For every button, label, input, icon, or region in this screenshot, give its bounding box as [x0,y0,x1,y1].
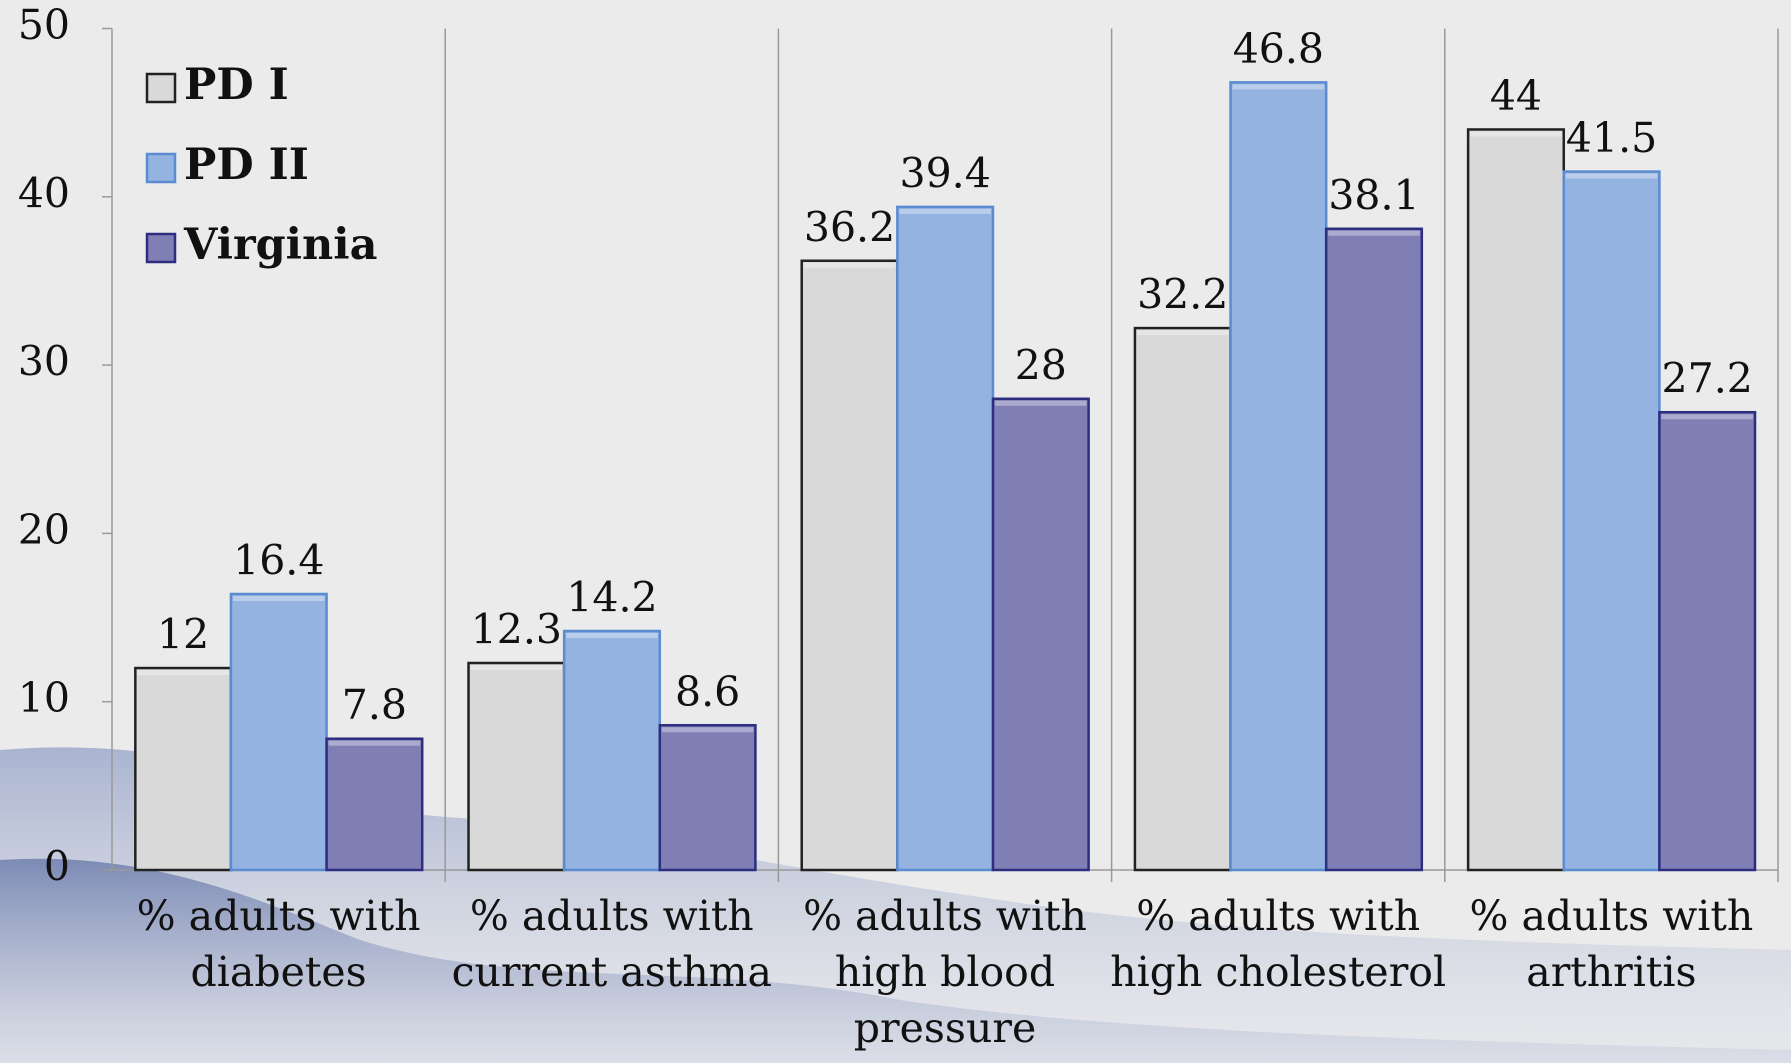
bar-highlight [1232,84,1325,90]
legend-swatch [145,232,177,264]
bar-highlight [566,633,658,639]
x-tick-label-box: % adults with arthritis [1469,892,1754,996]
data-label: 27.2 [1662,355,1753,403]
bar-highlight [1565,173,1658,179]
bar [1658,410,1757,872]
bar [134,666,233,872]
y-tick-label: 20 [18,506,70,554]
bar [1133,326,1232,872]
legend-label: PD I [184,60,289,110]
x-tick-label-box: % adults with current asthma [451,892,772,996]
y-tick-label: 10 [18,674,70,722]
data-label: 46.8 [1233,25,1324,73]
mountain-front [0,858,1791,1063]
bar [1466,128,1566,872]
bar [991,397,1090,872]
bar-highlight [1136,330,1229,336]
bar [325,737,424,872]
y-tick-label: 50 [18,1,70,49]
y-tick-label: 40 [18,169,70,217]
data-label: 12 [157,611,209,659]
bar [1324,227,1424,872]
bar [467,661,566,872]
bar-highlight [803,262,896,268]
bar-highlight [1470,131,1562,137]
data-label: 39.4 [900,149,991,197]
bar-highlight [661,727,754,733]
data-label: 8.6 [675,668,740,716]
x-tick-label: % adults with high blood pressure [803,892,1087,1052]
x-tick-label-box: % adults with high cholesterol [1110,892,1447,996]
y-tick-label: 0 [44,843,70,891]
y-tick-label: 30 [18,338,70,386]
legend-swatch [145,72,177,104]
x-tick-label: % adults with diabetes [136,892,421,996]
bar [658,724,757,872]
bar-highlight [1661,414,1754,420]
data-label: 14.2 [566,574,657,622]
legend-swatch [145,152,177,184]
bar [1229,81,1328,872]
bar-highlight [137,670,229,676]
bar-highlight [899,208,991,214]
x-tick-label: % adults with high cholesterol [1110,892,1447,996]
x-tick-label-box: % adults with diabetes [136,892,421,996]
legend-label: Virginia [183,220,377,270]
bar-highlight [328,740,421,746]
data-label: 7.8 [342,681,407,729]
data-label: 32.2 [1137,271,1228,319]
data-label: 36.2 [804,203,895,251]
data-label: 28 [1015,341,1067,389]
x-tick-label: % adults with current asthma [451,892,772,996]
data-label: 38.1 [1328,171,1419,219]
data-label: 41.5 [1566,114,1657,162]
x-tick-label-box: % adults with high blood pressure [803,892,1087,1052]
data-label: 44 [1490,72,1542,120]
bar [1562,170,1661,872]
bar-highlight [232,595,325,601]
bar-highlight [1328,230,1420,236]
data-label: 12.3 [471,605,562,653]
legend-label: PD II [184,140,309,190]
bar [229,592,328,872]
bar [562,629,662,872]
x-tick-label: % adults with arthritis [1469,892,1754,996]
bar [800,259,899,872]
bar-highlight [470,664,563,670]
bar [896,205,995,872]
bar-highlight [994,400,1087,406]
data-label: 16.4 [233,536,324,584]
